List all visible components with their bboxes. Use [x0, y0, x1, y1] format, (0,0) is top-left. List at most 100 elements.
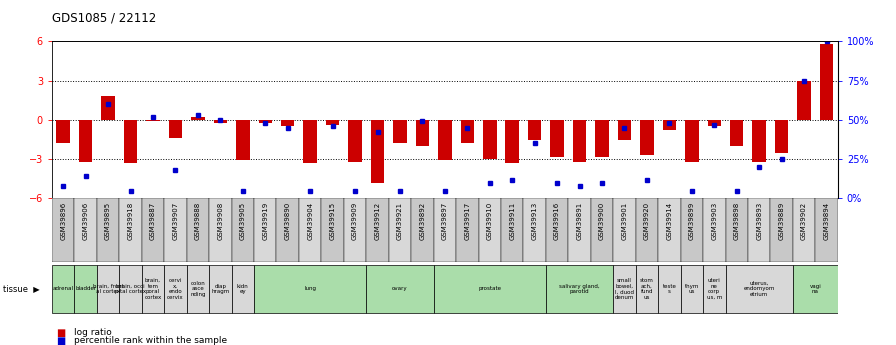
Bar — [411, 198, 434, 262]
Bar — [685, 120, 699, 162]
Text: thym
us: thym us — [685, 284, 699, 294]
Text: GSM39911: GSM39911 — [509, 201, 515, 240]
Text: GSM39898: GSM39898 — [734, 201, 740, 240]
Text: GSM39894: GSM39894 — [823, 201, 830, 240]
Bar — [209, 198, 231, 262]
Bar — [659, 265, 681, 313]
Text: GSM39891: GSM39891 — [576, 201, 582, 240]
Bar — [124, 120, 137, 163]
Bar — [231, 198, 254, 262]
Text: GSM39890: GSM39890 — [285, 201, 290, 240]
Bar — [771, 198, 793, 262]
Bar — [186, 265, 209, 313]
Bar — [726, 198, 748, 262]
Bar — [304, 120, 317, 163]
Bar — [635, 198, 659, 262]
Bar — [344, 198, 366, 262]
Bar — [209, 265, 231, 313]
Text: GSM39916: GSM39916 — [554, 201, 560, 240]
Bar — [393, 120, 407, 144]
Text: GSM39908: GSM39908 — [218, 201, 223, 240]
Text: GSM39893: GSM39893 — [756, 201, 762, 240]
Bar — [119, 198, 142, 262]
Bar — [640, 120, 654, 155]
Bar — [635, 265, 659, 313]
Bar — [528, 120, 541, 139]
Text: GSM39888: GSM39888 — [195, 201, 201, 240]
Text: GSM39910: GSM39910 — [487, 201, 493, 240]
Text: GSM39906: GSM39906 — [82, 201, 89, 240]
Text: ovary: ovary — [392, 286, 408, 292]
Text: kidn
ey: kidn ey — [237, 284, 249, 294]
Bar — [590, 198, 613, 262]
Bar — [617, 120, 631, 139]
Bar — [434, 265, 546, 313]
Bar — [681, 265, 703, 313]
Bar — [546, 265, 613, 313]
Text: adrenal: adrenal — [53, 286, 73, 292]
Bar — [505, 120, 519, 163]
Bar — [97, 198, 119, 262]
Bar — [797, 81, 811, 120]
Text: GSM39915: GSM39915 — [330, 201, 336, 240]
Bar — [371, 120, 384, 183]
Text: GSM39921: GSM39921 — [397, 201, 403, 240]
Text: GSM39919: GSM39919 — [263, 201, 268, 240]
Text: GSM39905: GSM39905 — [240, 201, 246, 240]
Bar — [322, 198, 344, 262]
Bar — [254, 198, 277, 262]
Text: tissue  ▶: tissue ▶ — [3, 284, 39, 294]
Bar — [277, 198, 299, 262]
Text: GSM39914: GSM39914 — [667, 201, 672, 240]
Bar — [164, 198, 186, 262]
Text: salivary gland,
parotid: salivary gland, parotid — [559, 284, 600, 294]
Text: GSM39917: GSM39917 — [464, 201, 470, 240]
Bar — [74, 265, 97, 313]
Text: log ratio: log ratio — [74, 328, 112, 337]
Bar — [726, 265, 793, 313]
Text: diap
hragm: diap hragm — [211, 284, 229, 294]
Text: GSM39892: GSM39892 — [419, 201, 426, 240]
Text: GSM39918: GSM39918 — [127, 201, 134, 240]
Text: GSM39896: GSM39896 — [60, 201, 66, 240]
Text: small
bowel,
I, duod
denum: small bowel, I, duod denum — [615, 278, 634, 300]
Text: GSM39909: GSM39909 — [352, 201, 358, 240]
Bar — [820, 44, 833, 120]
Text: percentile rank within the sample: percentile rank within the sample — [74, 336, 228, 345]
Text: GSM39913: GSM39913 — [531, 201, 538, 240]
Text: lung: lung — [304, 286, 316, 292]
Bar — [613, 265, 635, 313]
Bar — [389, 198, 411, 262]
Bar — [52, 198, 74, 262]
Bar — [236, 120, 250, 160]
Bar — [52, 265, 74, 313]
Text: brain,
tem
poral
cortex: brain, tem poral cortex — [144, 278, 161, 300]
Bar — [434, 198, 456, 262]
Text: GSM39889: GSM39889 — [779, 201, 785, 240]
Bar — [416, 120, 429, 146]
Bar — [663, 120, 676, 130]
Bar — [56, 120, 70, 144]
Text: GSM39887: GSM39887 — [150, 201, 156, 240]
Bar — [366, 198, 389, 262]
Bar — [478, 198, 501, 262]
Bar — [595, 120, 608, 157]
Text: GSM39901: GSM39901 — [622, 201, 627, 240]
Text: cervi
x,
endo
cervix: cervi x, endo cervix — [168, 278, 184, 300]
Bar — [164, 265, 186, 313]
Bar — [146, 120, 159, 121]
Text: stom
ach,
fund
us: stom ach, fund us — [640, 278, 654, 300]
Bar — [546, 198, 568, 262]
Text: GSM39897: GSM39897 — [442, 201, 448, 240]
Bar — [793, 198, 815, 262]
Bar — [281, 120, 295, 126]
Text: GSM39912: GSM39912 — [375, 201, 381, 240]
Text: ■: ■ — [56, 336, 65, 345]
Text: GSM39900: GSM39900 — [599, 201, 605, 240]
Bar — [191, 117, 204, 120]
Bar — [74, 198, 97, 262]
Bar — [775, 120, 788, 152]
Bar — [213, 120, 227, 122]
Text: GSM39899: GSM39899 — [689, 201, 694, 240]
Bar — [231, 265, 254, 313]
